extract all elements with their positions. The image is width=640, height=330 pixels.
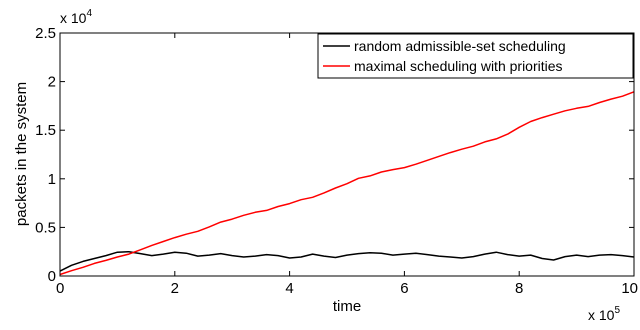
legend-box [317,33,634,79]
series-layer [59,91,635,276]
y-axis-title: packets in the system [13,82,30,226]
y-tick-label: 1 [48,171,56,188]
y-axis-multiplier: x 104 [60,8,92,26]
y-tick-label: 2 [48,74,56,91]
x-tick-label: 6 [400,280,408,297]
y-tick-label: 2.5 [35,25,56,42]
series-line-random-admissible-set [59,250,635,272]
x-tick-label: 0 [56,280,64,297]
y-multiplier-exponent: 4 [86,8,92,19]
y-multiplier-base: x 10 [60,10,87,26]
x-axis-multiplier: x 105 [588,305,620,323]
plot-frame [59,32,635,277]
legend: random admissible-set scheduling maximal… [317,33,634,79]
x-tick-label: 4 [285,280,293,297]
x-tick-label: 2 [171,280,179,297]
x-multiplier-exponent: 5 [614,305,620,316]
y-tick-label: 1.5 [35,122,56,139]
legend-label-maximal: maximal scheduling with priorities [354,58,563,74]
legend-label-random: random admissible-set scheduling [354,38,566,54]
x-tick-label: 10 [621,280,638,297]
series-line-maximal-priorities [59,91,635,276]
x-tick-label: 8 [515,280,523,297]
x-multiplier-base: x 10 [588,307,615,323]
x-axis-title: time [333,298,361,315]
y-tick-label: 0.5 [35,219,56,236]
y-tick-label: 0 [48,268,56,285]
ticks-layer: 0 2 4 6 8 10 0 0.5 1 1.5 2 2.5 [35,25,638,297]
